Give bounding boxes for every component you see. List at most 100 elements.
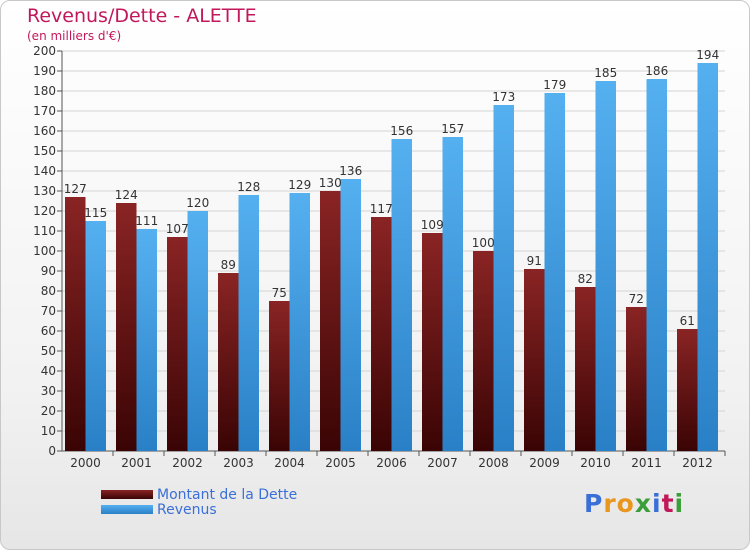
data-label-dette-2002: 107 — [166, 222, 189, 236]
data-label-revenus-2001: 111 — [135, 214, 158, 228]
bars — [65, 63, 718, 451]
bar-dette-2010 — [575, 287, 596, 451]
y-tick-label: 10 — [41, 424, 56, 438]
y-tick-label: 190 — [33, 64, 56, 78]
data-label-revenus-2003: 128 — [237, 180, 260, 194]
bar-revenus-2001 — [136, 229, 157, 451]
logo-letter: x — [634, 489, 652, 518]
data-label-revenus-2012: 194 — [696, 48, 719, 62]
data-label-dette-2012: 61 — [680, 314, 695, 328]
bar-dette-2007 — [422, 233, 443, 451]
y-tick-label: 170 — [33, 104, 56, 118]
x-tick-label: 2005 — [325, 456, 356, 470]
y-tick-label: 50 — [41, 344, 56, 358]
logo-letter: P — [584, 489, 604, 518]
logo-letter: i — [674, 489, 685, 518]
x-axis-ticks: 2000 2001 2002 2003 2004 2005 2006 2007 2008 2009… — [70, 451, 726, 470]
chart-subtitle: (en milliers d'€) — [27, 29, 122, 43]
bar-dette-2012 — [677, 329, 698, 451]
bar-dette-2000 — [65, 197, 86, 451]
legend-label-revenus: Revenus — [157, 501, 217, 518]
data-label-revenus-2005: 136 — [339, 164, 362, 178]
bar-revenus-2009 — [544, 93, 565, 451]
bar-dette-2008 — [473, 251, 494, 451]
bar-revenus-2003 — [238, 195, 259, 451]
y-tick-label: 110 — [33, 224, 56, 238]
data-label-dette-2011: 72 — [629, 292, 644, 306]
y-tick-label: 100 — [33, 244, 56, 258]
data-label-revenus-2011: 186 — [645, 64, 668, 78]
y-tick-label: 70 — [41, 304, 56, 318]
legend-swatch-dette — [101, 490, 153, 499]
x-tick-label: 2011 — [631, 456, 662, 470]
logo-letter: r — [603, 489, 617, 518]
logo-letter: o — [616, 489, 635, 518]
bar-dette-2002 — [167, 237, 188, 451]
legend-item-revenus: Revenus — [101, 501, 297, 518]
y-tick-label: 40 — [41, 364, 56, 378]
bar-dette-2011 — [626, 307, 647, 451]
y-tick-label: 60 — [41, 324, 56, 338]
x-tick-label: 2000 — [70, 456, 101, 470]
y-tick-label: 120 — [33, 204, 56, 218]
x-tick-label: 2010 — [580, 456, 611, 470]
bar-revenus-2005 — [340, 179, 361, 451]
logo-letter: i — [652, 489, 662, 518]
legend-item-dette: Montant de la Dette — [101, 486, 298, 503]
bar-revenus-2011 — [646, 79, 667, 451]
legend: Montant de la Dette Revenus — [101, 486, 298, 518]
bar-revenus-2002 — [187, 211, 208, 451]
y-tick-label: 130 — [33, 184, 56, 198]
y-tick-label: 140 — [33, 164, 56, 178]
y-tick-label: 20 — [41, 404, 56, 418]
data-label-dette-2008: 100 — [472, 236, 495, 250]
bar-revenus-2006 — [391, 139, 412, 451]
bar-dette-2001 — [116, 203, 137, 451]
bar-dette-2004 — [269, 301, 290, 451]
data-label-dette-2010: 82 — [578, 272, 593, 286]
data-label-revenus-2009: 179 — [543, 78, 566, 92]
data-label-revenus-2004: 129 — [288, 178, 311, 192]
data-label-revenus-2000: 115 — [84, 206, 107, 220]
bar-revenus-2008 — [493, 105, 514, 451]
bar-dette-2006 — [371, 217, 392, 451]
data-label-dette-2007: 109 — [421, 218, 444, 232]
bar-revenus-2007 — [442, 137, 463, 451]
y-tick-label: 80 — [41, 284, 56, 298]
x-tick-label: 2003 — [223, 456, 254, 470]
data-label-revenus-2008: 173 — [492, 90, 515, 104]
data-label-dette-2004: 75 — [272, 286, 287, 300]
logo-letter: t — [661, 489, 675, 518]
y-tick-label: 160 — [33, 124, 56, 138]
data-label-dette-2005: 130 — [319, 176, 342, 190]
y-tick-label: 180 — [33, 84, 56, 98]
data-label-dette-2001: 124 — [115, 188, 138, 202]
bar-dette-2009 — [524, 269, 545, 451]
proxiti-logo: Proxiti — [584, 489, 684, 518]
x-tick-label: 2002 — [172, 456, 203, 470]
data-label-dette-2006: 117 — [370, 202, 393, 216]
x-tick-label: 2008 — [478, 456, 509, 470]
legend-label-dette: Montant de la Dette — [157, 486, 298, 503]
data-label-dette-2009: 91 — [527, 254, 542, 268]
x-tick-label: 2012 — [682, 456, 713, 470]
y-tick-label: 30 — [41, 384, 56, 398]
data-label-revenus-2007: 157 — [441, 122, 464, 136]
y-tick-label: 200 — [33, 44, 56, 58]
y-tick-label: 150 — [33, 144, 56, 158]
y-tick-label: 90 — [41, 264, 56, 278]
bar-revenus-2010 — [595, 81, 616, 451]
bar-dette-2005 — [320, 191, 341, 451]
x-tick-label: 2004 — [274, 456, 305, 470]
bar-dette-2003 — [218, 273, 239, 451]
data-label-revenus-2006: 156 — [390, 124, 413, 138]
data-label-dette-2000: 127 — [64, 182, 87, 196]
data-label-revenus-2002: 120 — [186, 196, 209, 210]
y-tick-label: 0 — [48, 444, 56, 458]
x-tick-label: 2007 — [427, 456, 458, 470]
data-label-revenus-2010: 185 — [594, 66, 617, 80]
bar-revenus-2004 — [289, 193, 310, 451]
